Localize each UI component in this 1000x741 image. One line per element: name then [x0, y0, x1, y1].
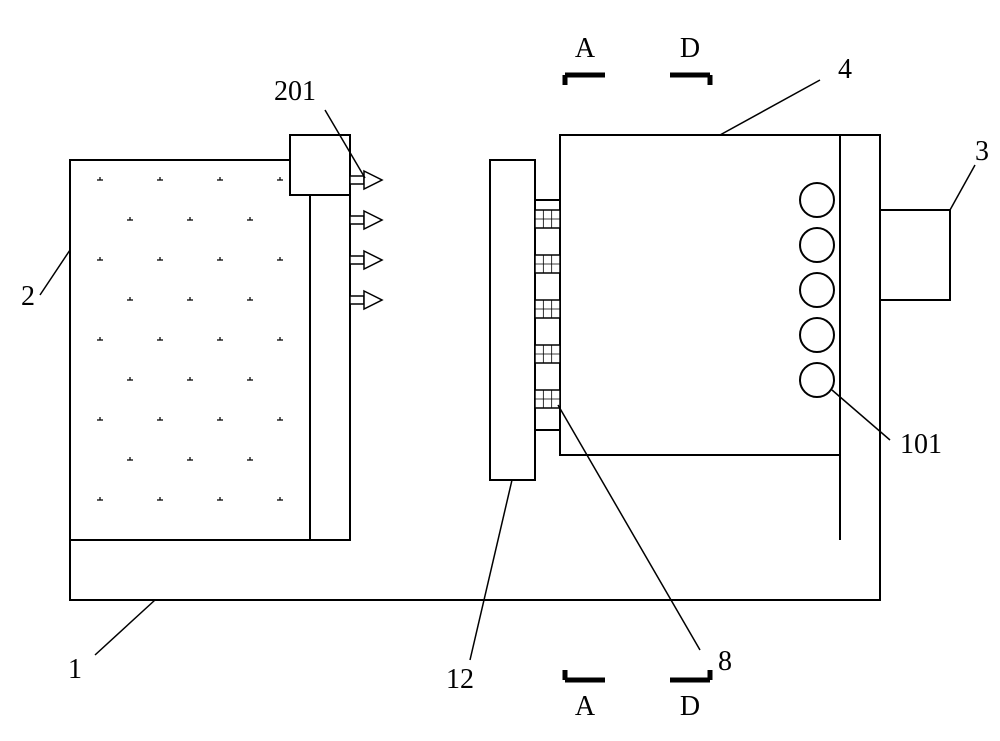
- diagram-shape: [800, 273, 834, 307]
- diagram-canvas: 201 4 3 2 101 1 12 8 A D A D: [0, 0, 1000, 741]
- diagram-shape: [350, 296, 364, 304]
- diagram-shape: [950, 165, 975, 210]
- diagram-svg: 201 4 3 2 101 1 12 8 A D A D: [0, 0, 1000, 741]
- diagram-shape: [800, 363, 834, 397]
- diagram-shape: [364, 171, 382, 189]
- diagram-shape: [364, 251, 382, 269]
- diagram-shape: [95, 600, 155, 655]
- label-201: 201: [274, 76, 316, 107]
- diagram-shape: [350, 176, 364, 184]
- diagram-shape: [470, 480, 512, 660]
- diagram-shape: [364, 211, 382, 229]
- label-4: 4: [838, 54, 852, 85]
- diagram-shape: [800, 228, 834, 262]
- diagram-shape: [290, 135, 350, 195]
- label-1: 1: [68, 654, 82, 685]
- label-101: 101: [900, 429, 942, 460]
- label-3: 3: [975, 136, 989, 167]
- diagram-shape: D: [680, 33, 700, 64]
- diagram-shape: A: [575, 33, 596, 64]
- diagram-shape: [880, 210, 950, 300]
- diagram-shape: [560, 135, 840, 455]
- label-8: 8: [718, 646, 732, 677]
- diagram-shape: [350, 216, 364, 224]
- diagram-shape: [490, 160, 535, 480]
- diagram-shape: [40, 250, 70, 295]
- label-2: 2: [21, 281, 35, 312]
- diagram-shape: [800, 318, 834, 352]
- diagram-shape: [720, 80, 820, 135]
- diagram-shape: [800, 183, 834, 217]
- diagram-shape: D: [680, 691, 700, 722]
- diagram-shape: [364, 291, 382, 309]
- diagram-shape: A: [575, 691, 596, 722]
- label-12: 12: [446, 664, 474, 695]
- diagram-shape: [350, 256, 364, 264]
